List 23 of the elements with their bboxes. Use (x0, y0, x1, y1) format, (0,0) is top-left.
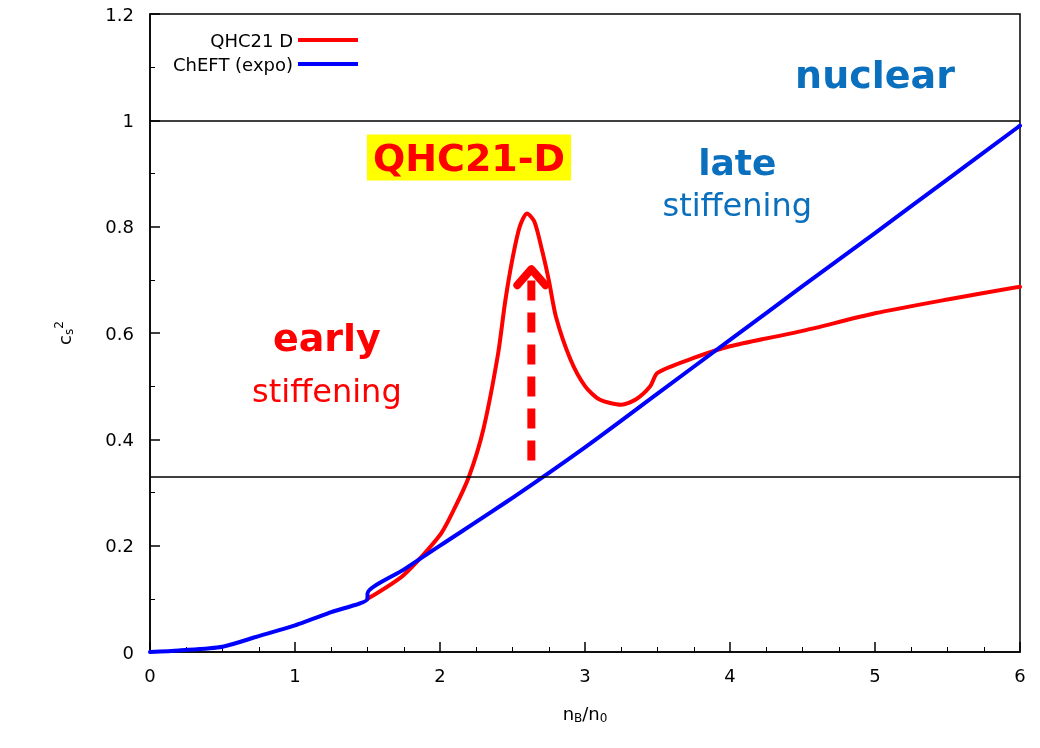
annotation: stiffening (662, 186, 813, 225)
x-tick-label: 1 (289, 664, 301, 686)
x-tick-label: 2 (434, 664, 446, 686)
annotation: stiffening (252, 372, 402, 411)
y-tick-label: 0 (122, 641, 134, 663)
annotation: nuclear (795, 53, 956, 98)
x-tick-label: 0 (144, 664, 156, 686)
legend-label: ChEFT (expo) (173, 53, 293, 75)
y-axis-title: cs2 (52, 321, 76, 345)
y-tick-label: 1 (122, 109, 134, 131)
x-tick-label: 4 (724, 664, 736, 686)
y-tick-label: 0.2 (105, 535, 134, 557)
x-tick-label: 3 (579, 664, 591, 686)
y-tick-label: 0.8 (105, 216, 134, 238)
y-tick-label: 1.2 (105, 3, 134, 25)
annotation: late (698, 142, 777, 184)
y-tick-label: 0.4 (105, 428, 134, 450)
annotation: early (272, 316, 382, 361)
x-tick-label: 6 (1014, 664, 1026, 686)
y-tick-label: 0.6 (105, 322, 134, 344)
x-tick-label: 5 (869, 664, 881, 686)
annotation: QHC21-D (372, 135, 566, 180)
legend-label: QHC21 D (210, 29, 293, 51)
